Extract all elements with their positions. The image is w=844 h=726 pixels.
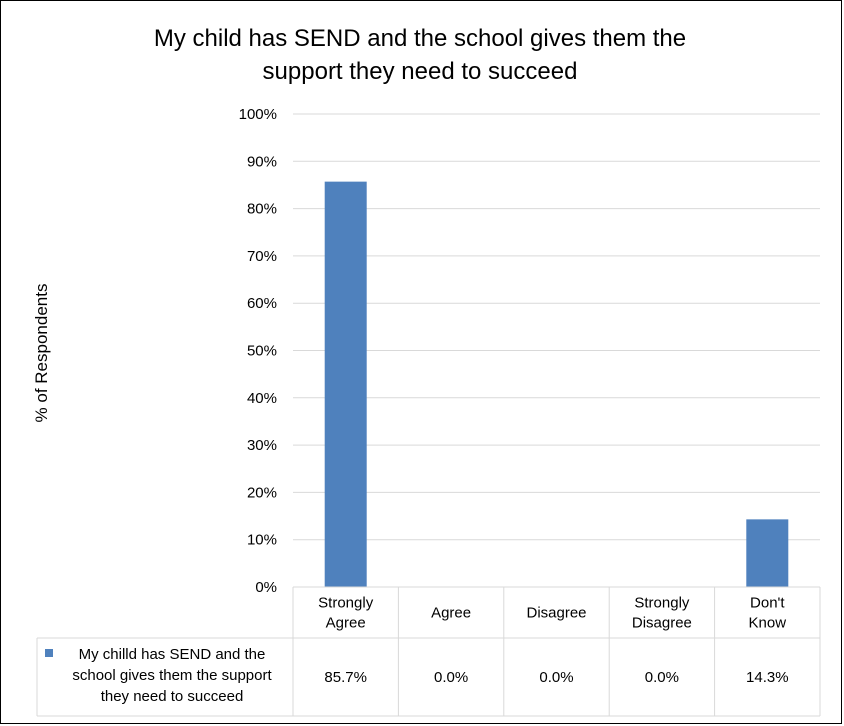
x-tick-label: Disagree: [526, 605, 586, 622]
y-tick-label: 80%: [247, 201, 277, 218]
y-tick-label: 90%: [247, 153, 277, 170]
data-value-label: 0.0%: [539, 669, 573, 686]
y-tick-label: 40%: [247, 390, 277, 407]
data-table: Strongly Agree Agree Disagree Strongly Disagr…: [36, 586, 821, 717]
y-tick-label: 0%: [255, 579, 277, 596]
data-value-label: 14.3%: [746, 669, 789, 686]
x-tick-label: Strongly: [318, 595, 374, 612]
bar: [324, 181, 367, 587]
bars: [324, 181, 789, 587]
chart-title: My child has SEND and the school gives t…: [60, 22, 780, 88]
legend-series-name: they need to succeed: [101, 688, 244, 705]
x-tick-label: Agree: [326, 615, 366, 632]
data-value-label: 0.0%: [434, 669, 468, 686]
legend-series-name: school gives them the support: [72, 667, 272, 684]
chart-title-line-2: support they need to succeed: [262, 58, 578, 85]
data-value-label: 85.7%: [324, 669, 367, 686]
legend-swatch: [45, 649, 53, 657]
y-tick-label: 20%: [247, 484, 277, 501]
gridlines: [293, 113, 820, 541]
y-tick-label: 30%: [247, 437, 277, 454]
y-tick-label: 10%: [247, 532, 277, 549]
y-tick-labels: 0% 10% 20% 30% 40% 50% 60% 70% 80% 90% 100%: [239, 106, 277, 596]
x-tick-label: Strongly: [634, 595, 690, 612]
y-tick-label: 100%: [239, 106, 277, 123]
data-value-label: 0.0%: [645, 669, 679, 686]
legend-series-name: My chilld has SEND and the: [79, 646, 266, 663]
y-tick-label: 60%: [247, 295, 277, 312]
x-tick-label: Disagree: [632, 615, 692, 632]
x-tick-label: Don't: [750, 595, 785, 612]
x-tick-label: Agree: [431, 605, 471, 622]
bar: [746, 519, 789, 587]
y-tick-label: 50%: [247, 343, 277, 360]
chart-title-line-1: My child has SEND and the school gives t…: [153, 25, 687, 52]
x-tick-label: Know: [749, 615, 787, 632]
y-tick-label: 70%: [247, 248, 277, 265]
